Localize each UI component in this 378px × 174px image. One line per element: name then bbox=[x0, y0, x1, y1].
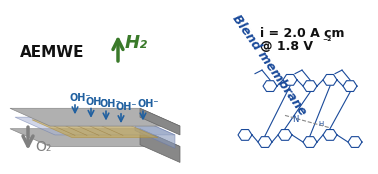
Text: i = 2.0 A cm: i = 2.0 A cm bbox=[260, 27, 344, 40]
Text: AEMWE: AEMWE bbox=[20, 45, 85, 60]
Polygon shape bbox=[140, 108, 180, 135]
Text: H: H bbox=[318, 121, 323, 127]
Text: H₂: H₂ bbox=[125, 34, 148, 52]
Text: OH⁻: OH⁻ bbox=[85, 97, 107, 107]
Text: ⁻²: ⁻² bbox=[322, 37, 332, 47]
Polygon shape bbox=[10, 108, 180, 126]
Polygon shape bbox=[140, 129, 180, 163]
Text: OH⁻: OH⁻ bbox=[69, 93, 90, 103]
Text: OH⁻: OH⁻ bbox=[100, 99, 121, 109]
Text: @ 1.8 V: @ 1.8 V bbox=[260, 40, 313, 53]
Text: OH⁻: OH⁻ bbox=[137, 99, 158, 109]
Text: N: N bbox=[292, 115, 298, 124]
Text: OH⁻: OH⁻ bbox=[115, 102, 136, 112]
Text: Blend membrane: Blend membrane bbox=[230, 13, 310, 118]
Text: O₂: O₂ bbox=[35, 140, 51, 154]
Polygon shape bbox=[32, 120, 158, 138]
Polygon shape bbox=[10, 129, 180, 147]
Polygon shape bbox=[15, 117, 175, 135]
Polygon shape bbox=[135, 117, 175, 148]
